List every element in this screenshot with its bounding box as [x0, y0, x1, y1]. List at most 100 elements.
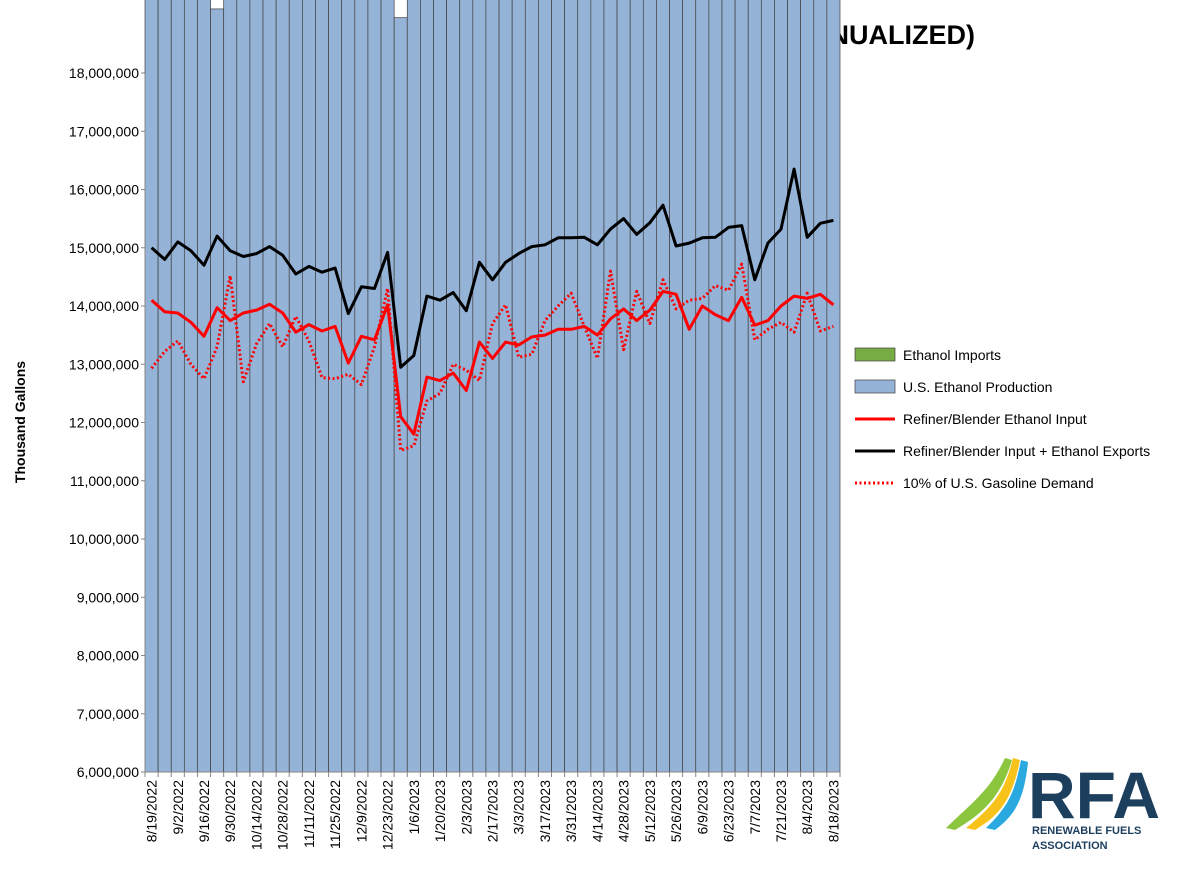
bar — [446, 0, 461, 773]
x-tick-label: 8/18/2023 — [825, 780, 841, 842]
bar — [249, 0, 264, 773]
legend-swatch — [854, 379, 896, 394]
legend-label: 10% of U.S. Gasoline Demand — [903, 475, 1094, 491]
bar — [747, 0, 762, 773]
bar — [144, 0, 159, 773]
bar — [367, 0, 382, 773]
bar — [774, 0, 788, 773]
x-tick-label: 1/20/2023 — [432, 780, 448, 842]
logo-line: RENEWABLE FUELS — [1032, 825, 1141, 837]
bar — [695, 0, 710, 773]
x-tick-label: 10/28/2022 — [275, 780, 291, 850]
logo-line: ASSOCIATION — [1032, 840, 1108, 852]
x-tick-label: 11/11/2022 — [301, 780, 317, 848]
bar — [577, 0, 592, 773]
y-tick-label: 15,000,000 — [69, 240, 139, 256]
logo-text: RFA — [1028, 758, 1160, 832]
y-tick-label: 13,000,000 — [69, 356, 139, 372]
x-tick-label: 9/30/2022 — [222, 780, 238, 842]
bar — [669, 0, 683, 773]
bar — [564, 0, 579, 773]
bar — [498, 0, 513, 773]
bar — [538, 0, 552, 773]
y-tick-label: 17,000,000 — [69, 123, 139, 139]
bar — [406, 0, 421, 773]
bar — [826, 0, 841, 773]
x-tick-label: 9/16/2022 — [196, 780, 212, 842]
bar — [210, 8, 225, 773]
legend-label: Refiner/Blender Ethanol Input — [903, 411, 1087, 427]
bar — [288, 0, 303, 773]
bar — [721, 0, 736, 773]
y-tick-label: 12,000,000 — [69, 415, 139, 431]
x-tick-label: 7/21/2023 — [773, 780, 789, 842]
y-tick-label: 6,000,000 — [77, 764, 139, 780]
x-tick-label: 5/12/2023 — [642, 780, 658, 842]
x-tick-label: 3/31/2023 — [563, 780, 579, 842]
bar — [629, 0, 644, 773]
bar — [682, 0, 697, 773]
y-tick-label: 14,000,000 — [69, 298, 139, 314]
bar — [275, 0, 290, 773]
bar — [787, 0, 802, 773]
logo-swoosh — [966, 758, 1020, 830]
line — [150, 289, 835, 436]
y-tick-label: 8,000,000 — [77, 648, 139, 664]
legend-label: Ethanol Imports — [903, 347, 1001, 363]
x-tick-label: 8/4/2023 — [799, 780, 815, 835]
x-tick-label: 6/9/2023 — [694, 780, 710, 835]
bar — [708, 0, 723, 773]
bar — [472, 0, 487, 773]
line — [150, 167, 834, 369]
bar — [551, 0, 565, 773]
bar — [197, 0, 211, 773]
bar — [315, 0, 329, 773]
bar — [800, 0, 815, 773]
legend-label: Refiner/Blender Input + Ethanol Exports — [903, 443, 1150, 459]
x-tick-label: 5/26/2023 — [668, 780, 684, 842]
y-tick-label: 9,000,000 — [77, 589, 139, 605]
x-tick-label: 7/7/2023 — [747, 780, 763, 835]
x-tick-label: 4/14/2023 — [589, 780, 605, 842]
logo-swoosh — [986, 760, 1028, 830]
bar — [603, 0, 618, 773]
bar — [328, 0, 343, 773]
bar — [760, 0, 775, 773]
x-tick-label: 9/2/2022 — [170, 780, 186, 835]
x-tick-label: 8/19/2022 — [144, 780, 160, 842]
bar — [262, 0, 277, 773]
y-tick-label: 10,000,000 — [69, 531, 139, 547]
logo: RFA RENEWABLE FUELS ASSOCIATION — [946, 758, 1160, 852]
bar — [183, 0, 198, 773]
y-tick-label: 16,000,000 — [69, 182, 139, 198]
y-tick-label: 7,000,000 — [77, 706, 139, 722]
x-tick-label: 10/14/2022 — [248, 780, 264, 850]
bar — [590, 0, 605, 773]
x-tick-label: 3/3/2023 — [511, 780, 527, 835]
bar — [616, 0, 631, 773]
x-tick-label: 12/23/2022 — [380, 780, 396, 850]
bar — [656, 0, 670, 773]
x-tick-label: 2/3/2023 — [458, 780, 474, 835]
bar — [813, 0, 828, 773]
x-tick-label: 11/25/2022 — [327, 780, 343, 849]
bar — [223, 0, 238, 773]
x-tick-label: 12/9/2022 — [353, 780, 369, 842]
bar — [524, 0, 539, 773]
x-tick-label: 4/28/2023 — [616, 780, 632, 842]
bar — [642, 0, 657, 773]
legend-swatch — [854, 347, 896, 362]
x-tick-label: 2/17/2023 — [485, 780, 501, 842]
bar — [420, 0, 434, 773]
bar — [236, 0, 251, 773]
x-tick-label: 6/23/2023 — [721, 780, 737, 842]
bar — [380, 0, 395, 773]
bar — [485, 0, 500, 773]
y-axis-label: Thousand Gallons — [12, 361, 28, 483]
bar — [157, 0, 172, 773]
x-tick-label: 1/6/2023 — [406, 780, 422, 835]
x-tick-label: 3/17/2023 — [537, 780, 553, 842]
bar — [511, 0, 526, 773]
bar — [341, 0, 356, 773]
